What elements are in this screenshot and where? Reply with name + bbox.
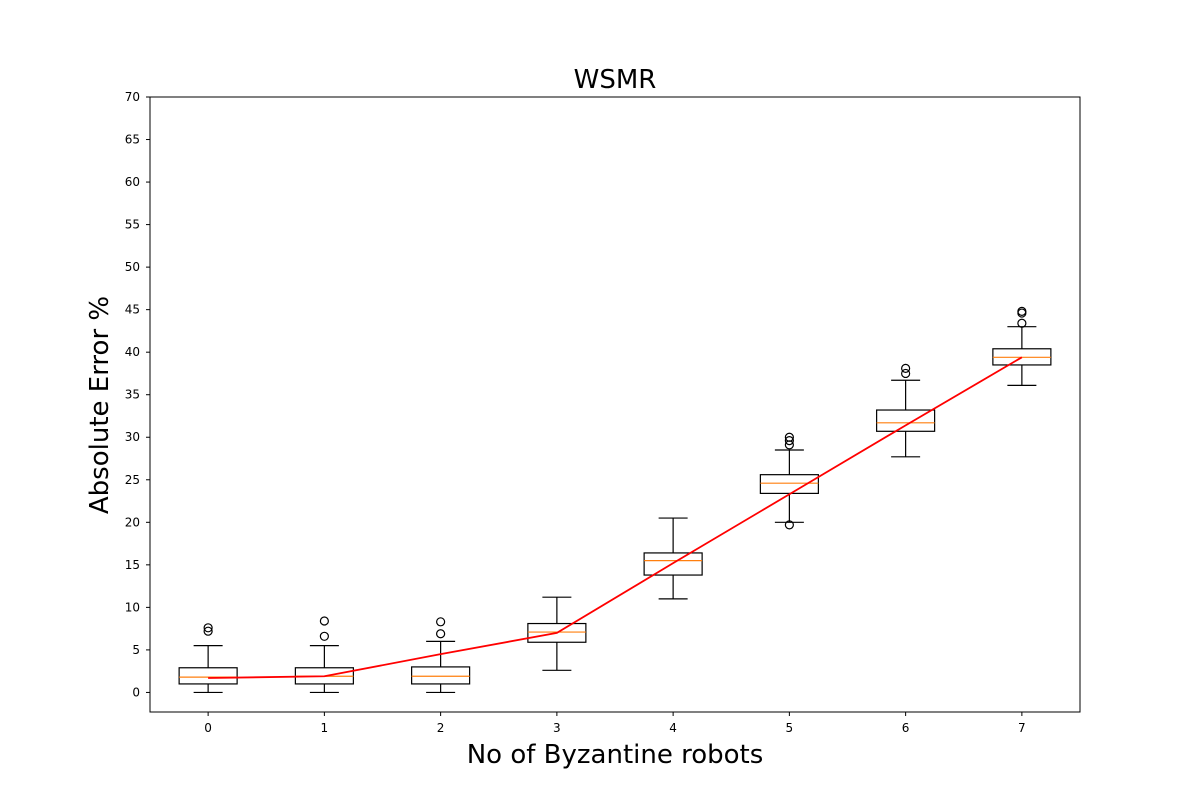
x-tick-label-2: 2 bbox=[437, 721, 445, 735]
x-tick-label-5: 5 bbox=[786, 721, 794, 735]
y-axis-label: Absolute Error % bbox=[85, 296, 115, 514]
y-tick-label-10: 50 bbox=[125, 260, 140, 274]
box-outlier-1-0 bbox=[319, 631, 329, 641]
box-2 bbox=[411, 666, 471, 685]
box-outlier-5-3 bbox=[784, 432, 794, 442]
y-tick-label-5: 25 bbox=[125, 473, 140, 487]
y-tick-label-13: 65 bbox=[125, 133, 140, 147]
box-outlier-5-2 bbox=[784, 436, 794, 446]
x-tick-label-4: 4 bbox=[669, 721, 677, 735]
y-tick-label-0: 0 bbox=[132, 685, 140, 699]
box-5 bbox=[759, 474, 819, 494]
trend-line-0 bbox=[208, 356, 1023, 679]
y-tick-label-4: 20 bbox=[125, 515, 140, 529]
box-outlier-7-2 bbox=[1017, 306, 1027, 316]
y-tick-label-8: 40 bbox=[125, 345, 140, 359]
y-tick-label-9: 45 bbox=[125, 303, 140, 317]
box-outlier-0-1 bbox=[203, 623, 213, 633]
x-tick-label-6: 6 bbox=[902, 721, 910, 735]
box-outlier-7-0 bbox=[1017, 318, 1027, 328]
box-outlier-6-1 bbox=[901, 363, 911, 373]
y-tick-label-1: 5 bbox=[132, 643, 140, 657]
x-tick-label-1: 1 bbox=[321, 721, 329, 735]
chart-marks bbox=[178, 306, 1052, 694]
y-tick-label-12: 60 bbox=[125, 175, 140, 189]
x-axis-label: No of Byzantine robots bbox=[467, 740, 764, 770]
box-outlier-0-0 bbox=[203, 626, 213, 636]
plot-frame bbox=[149, 96, 1081, 713]
box-6 bbox=[876, 409, 936, 432]
y-tick-label-6: 30 bbox=[125, 430, 140, 444]
box-4 bbox=[643, 552, 703, 576]
chart-title: WSMR bbox=[574, 65, 657, 95]
y-tick-label-3: 15 bbox=[125, 558, 140, 572]
x-tick-label-3: 3 bbox=[553, 721, 561, 735]
box-outlier-2-1 bbox=[436, 617, 446, 627]
box-outlier-2-0 bbox=[436, 629, 446, 639]
box-outlier-5-0 bbox=[784, 520, 794, 530]
x-tick-label-0: 0 bbox=[204, 721, 212, 735]
y-tick-label-7: 35 bbox=[125, 388, 140, 402]
box-outlier-1-1 bbox=[319, 616, 329, 626]
x-tick-label-7: 7 bbox=[1018, 721, 1026, 735]
y-tick-label-11: 55 bbox=[125, 218, 140, 232]
y-tick-label-2: 10 bbox=[125, 600, 140, 614]
box-3 bbox=[527, 622, 587, 643]
box-outlier-6-0 bbox=[901, 368, 911, 379]
box-0 bbox=[178, 667, 238, 685]
y-tick-label-14: 70 bbox=[125, 90, 140, 104]
